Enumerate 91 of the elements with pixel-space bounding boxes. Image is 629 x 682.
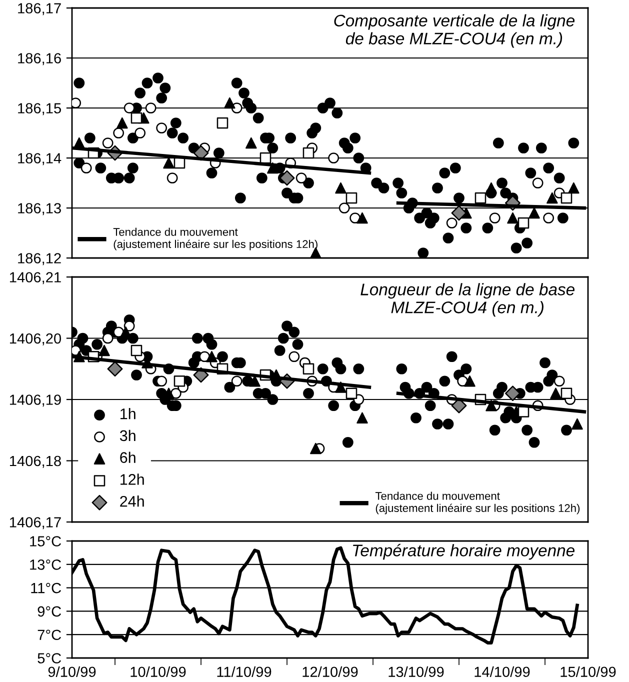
point — [124, 320, 135, 332]
point — [130, 112, 142, 124]
chart-title: Température horaire moyenne — [353, 544, 574, 560]
point — [486, 182, 497, 194]
y-tick-label: 186,16 — [18, 53, 61, 66]
point — [505, 386, 520, 402]
point — [486, 400, 497, 412]
legend-label: 12h — [120, 474, 144, 485]
point — [163, 157, 174, 169]
point — [124, 102, 135, 114]
point — [130, 344, 142, 356]
y-tick-label: 11°C — [31, 582, 62, 594]
x-tick-label: 10/10/99 — [130, 666, 186, 678]
point — [288, 351, 300, 362]
y-tick-label: 1406,20 — [10, 333, 62, 346]
point — [464, 375, 476, 387]
point — [507, 212, 518, 224]
point — [302, 147, 314, 159]
point — [356, 412, 368, 424]
point — [216, 117, 228, 129]
point — [446, 218, 458, 228]
y-tick-label: 186,13 — [18, 203, 61, 216]
legend-label: 3h — [120, 430, 136, 442]
y-tick-label: 1406,21 — [10, 272, 61, 284]
point — [302, 363, 314, 375]
y-tick-label: 9°C — [38, 606, 62, 617]
point — [356, 212, 368, 224]
point — [328, 152, 340, 164]
point — [474, 192, 486, 204]
point — [489, 212, 500, 224]
point — [296, 172, 307, 184]
point — [528, 207, 540, 219]
y-tick-label: 186,15 — [18, 103, 61, 116]
point — [310, 442, 322, 454]
point — [554, 376, 565, 387]
point — [107, 361, 123, 377]
point — [560, 388, 572, 400]
point — [246, 137, 257, 149]
text: Composante verticale de la ligne de base MLZE-COU4 (en m.) — [334, 14, 574, 48]
point — [102, 332, 114, 344]
point — [145, 102, 156, 114]
legend-label: 1h — [120, 408, 136, 420]
legend-label: Tendance du mouvement (ajustement linéaire sur les positions 12h) — [113, 228, 318, 250]
point — [98, 344, 110, 356]
point — [116, 117, 128, 129]
y-tick-label: 13°C — [30, 560, 62, 570]
point — [156, 376, 168, 387]
y-tick-label: 1406,17 — [10, 517, 61, 530]
point — [174, 375, 186, 387]
x-tick-label: 9/10/99 — [48, 666, 96, 678]
point — [543, 212, 554, 224]
point — [102, 138, 114, 148]
point — [568, 182, 580, 194]
point — [451, 205, 467, 221]
point — [224, 97, 236, 109]
x-tick-label: 14/10/99 — [474, 666, 530, 678]
y-tick-label: 1406,18 — [10, 456, 61, 468]
point — [156, 122, 168, 134]
legend-label: Tendance du mouvement (ajustement linéaire sur les positions 12h) — [375, 492, 580, 514]
y-tick-label: 186,17 — [18, 3, 61, 16]
point — [346, 388, 358, 400]
point — [80, 162, 92, 174]
point — [120, 326, 132, 338]
x-tick-label: 11/10/99 — [217, 666, 272, 678]
text: Longueur de la ligne de base MLZE-COU4 (en m.) — [360, 283, 574, 317]
y-tick-label: 186,14 — [18, 153, 62, 166]
point — [310, 247, 322, 258]
point — [206, 350, 218, 362]
y-tick-label: 7°C — [38, 630, 62, 640]
legend-label: 24h — [120, 496, 144, 507]
point — [338, 202, 350, 214]
x-tick-label: 13/10/99 — [388, 666, 444, 678]
point — [572, 418, 583, 430]
point — [532, 178, 544, 188]
y-tick-label: 15°C — [30, 536, 62, 546]
legend-label: 6h — [120, 452, 136, 463]
y-tick-label: 186,12 — [18, 253, 61, 266]
point — [560, 192, 572, 204]
point — [335, 182, 346, 194]
x-tick-label: 15/10/99 — [560, 666, 616, 678]
y-tick-label: 1406,19 — [10, 394, 61, 407]
point — [231, 376, 242, 387]
y-tick-label: 5°C — [38, 653, 62, 664]
point — [346, 192, 358, 204]
point — [550, 388, 562, 400]
point — [518, 217, 530, 229]
point — [113, 128, 124, 138]
point — [166, 172, 178, 184]
point — [546, 192, 558, 204]
point — [279, 170, 295, 186]
x-tick-label: 12/10/99 — [302, 666, 358, 678]
